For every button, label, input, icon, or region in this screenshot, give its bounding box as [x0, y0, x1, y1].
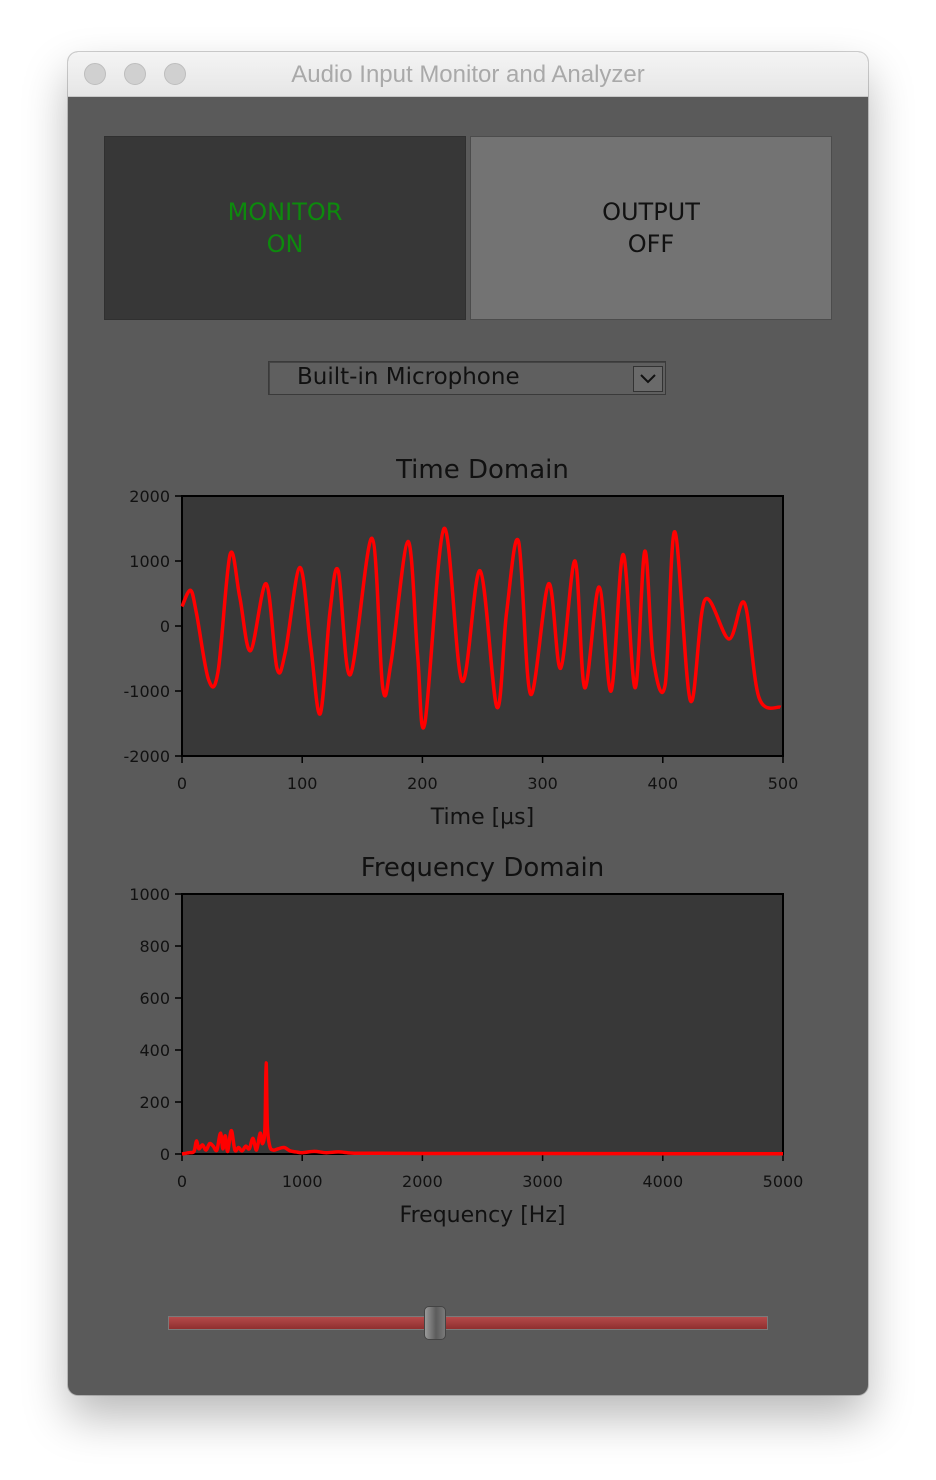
y-tick-label: 1000 [129, 552, 170, 571]
y-tick-label: 800 [139, 937, 170, 956]
x-tick-label: 3000 [522, 1172, 563, 1191]
x-axis-label: Time [µs] [430, 805, 534, 830]
x-tick-label: 500 [768, 774, 799, 793]
x-tick-label: 0 [177, 1172, 187, 1191]
gain-slider-handle[interactable] [424, 1306, 446, 1340]
input-device-select[interactable]: Built-in Microphone [268, 361, 666, 395]
x-tick-label: 5000 [763, 1172, 804, 1191]
x-tick-label: 2000 [402, 1172, 443, 1191]
y-tick-label: 0 [160, 617, 170, 636]
app-window: Audio Input Monitor and Analyzer MONITOR… [68, 52, 868, 1395]
y-tick-label: 1000 [129, 885, 170, 904]
x-tick-label: 400 [648, 774, 679, 793]
x-tick-label: 0 [177, 774, 187, 793]
chart-title: Frequency Domain [361, 853, 604, 883]
input-device-selected: Built-in Microphone [297, 364, 520, 390]
chevron-down-icon[interactable] [633, 366, 663, 392]
x-tick-label: 200 [407, 774, 438, 793]
main-panel: MONITOR ON OUTPUT OFF Built-in Microphon… [68, 96, 868, 1395]
x-axis-label: Frequency [Hz] [400, 1203, 566, 1228]
series-line [180, 526, 782, 730]
series-line [181, 1061, 784, 1156]
zoom-window-button[interactable] [164, 63, 186, 85]
x-tick-label: 4000 [642, 1172, 683, 1191]
x-tick-label: 1000 [282, 1172, 323, 1191]
y-tick-label: -2000 [124, 747, 171, 766]
title-bar[interactable]: Audio Input Monitor and Analyzer [68, 52, 868, 97]
x-tick-label: 100 [287, 774, 318, 793]
y-tick-label: 200 [139, 1093, 170, 1112]
y-tick-label: -1000 [124, 682, 171, 701]
gain-slider-track[interactable] [168, 1316, 768, 1330]
y-tick-label: 600 [139, 989, 170, 1008]
minimize-window-button[interactable] [124, 63, 146, 85]
window-title: Audio Input Monitor and Analyzer [291, 61, 645, 88]
y-tick-label: 400 [139, 1041, 170, 1060]
y-tick-label: 2000 [129, 487, 170, 506]
plot-area [181, 893, 784, 1155]
y-tick-label: 0 [160, 1145, 170, 1164]
output-toggle-label: OUTPUT OFF [602, 198, 700, 258]
close-window-button[interactable] [84, 63, 106, 85]
x-tick-label: 300 [527, 774, 558, 793]
monitor-toggle-label: MONITOR ON [227, 198, 343, 258]
monitor-toggle-button[interactable]: MONITOR ON [104, 136, 466, 320]
output-toggle-button[interactable]: OUTPUT OFF [470, 136, 832, 320]
chart-title: Time Domain [395, 455, 569, 485]
time-domain-chart: Time Domain Time [µs] 0 100 200 300 400 500 2000… [124, 455, 799, 830]
